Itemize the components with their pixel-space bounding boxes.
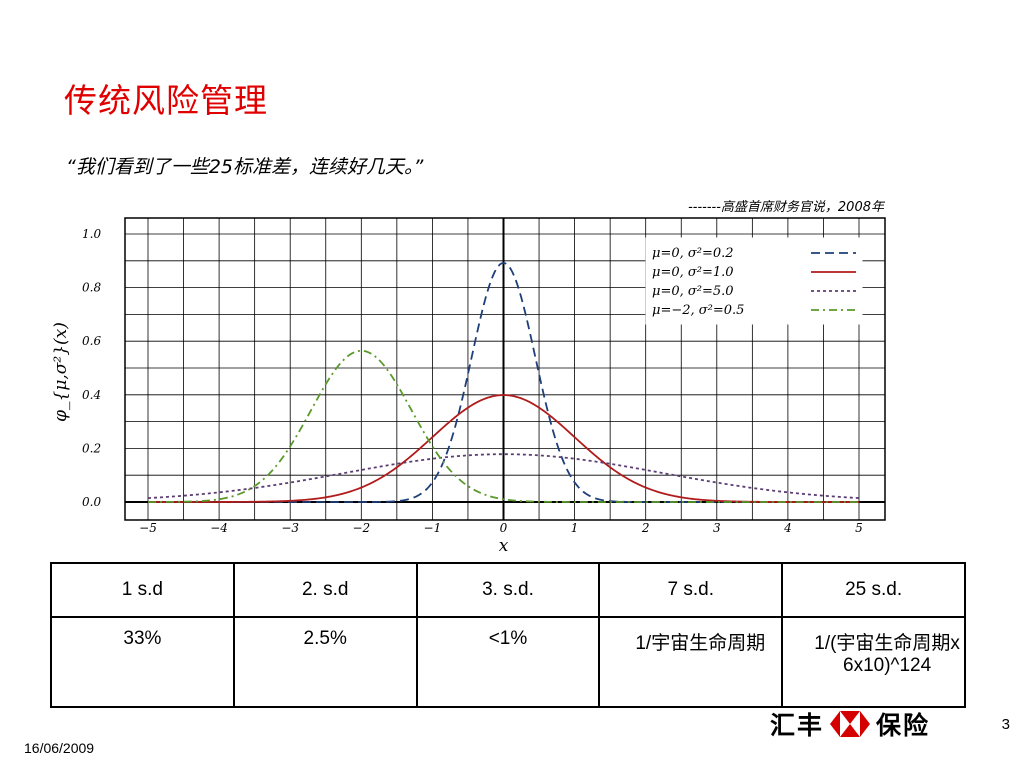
y-tick-label: 0.4 xyxy=(82,388,101,402)
x-tick-label: −3 xyxy=(281,521,299,535)
series-line xyxy=(148,349,859,503)
table-header-row: 1 s.d 2. s.d 3. s.d. 7 s.d. 25 s.d. xyxy=(50,562,966,618)
table-row: 33% 2.5% <1% 1/宇宙生命周期 1/(宇宙生命周期x 6x10)^1… xyxy=(50,616,966,708)
hsbc-insurance-logo: 汇丰 保险 xyxy=(770,706,930,742)
y-axis-label: φ_{μ,σ²}(x) xyxy=(51,322,71,422)
x-tick-label: 3 xyxy=(713,521,721,535)
x-tick-label: −1 xyxy=(424,521,442,535)
slide-title: 传统风险管理 xyxy=(64,81,268,120)
x-axis-label: x xyxy=(499,536,509,556)
slide-date: 16/06/2009 xyxy=(24,740,95,756)
x-tick-label: −4 xyxy=(210,521,228,535)
table-header-cell: 3. s.d. xyxy=(415,562,601,618)
table-cell: <1% xyxy=(415,616,601,708)
x-tick-label: −5 xyxy=(139,521,157,535)
table-cell: 33% xyxy=(50,616,235,708)
sd-probability-table: 1 s.d 2. s.d 3. s.d. 7 s.d. 25 s.d. 33% … xyxy=(50,562,966,708)
x-tick-label: 1 xyxy=(571,521,579,535)
table-header-cell: 7 s.d. xyxy=(598,562,784,618)
quote-attribution: -------高盛首席财务官说，2008年 xyxy=(688,200,884,215)
legend-entry-label: μ=−2, σ²=0.5 xyxy=(652,303,744,318)
y-tick-label: 1.0 xyxy=(82,227,101,241)
x-tick-label: −2 xyxy=(352,521,370,535)
page-number: 3 xyxy=(1001,716,1010,733)
normal-distribution-chart: −5 −4 −3 −2 −1 0 1 2 3 4 5 0.0 0.2 0.4 0.6 0.8 1.0 x φ_{μ,… xyxy=(51,217,886,556)
logo-left-text: 汇丰 xyxy=(770,711,825,740)
table-header-cell: 25 s.d. xyxy=(781,562,966,618)
x-tick-label: 5 xyxy=(855,521,863,535)
x-tick-label: 0 xyxy=(500,521,508,535)
table-header-cell: 1 s.d xyxy=(50,562,235,618)
table-cell: 2.5% xyxy=(232,616,418,708)
legend-entry-label: μ=0, σ²=1.0 xyxy=(652,265,734,280)
x-tick-label: 2 xyxy=(641,521,650,535)
table-cell: 1/(宇宙生命周期x 6x10)^124 xyxy=(781,616,966,708)
legend-entry-label: μ=0, σ²=0.2 xyxy=(652,246,734,261)
x-tick-label: 4 xyxy=(783,521,792,535)
y-tick-label: 0.6 xyxy=(82,334,101,348)
series-line xyxy=(148,394,859,503)
y-tick-label: 0.2 xyxy=(82,441,101,455)
legend-entry-label: μ=0, σ²=5.0 xyxy=(652,284,734,299)
table-cell: 1/宇宙生命周期 xyxy=(598,616,784,708)
quote-text: “我们看到了一些25标准差，连续好几天。” xyxy=(66,156,424,178)
hsbc-hexagon-icon xyxy=(830,711,871,737)
table-header-cell: 2. s.d xyxy=(232,562,418,618)
y-tick-label: 0.0 xyxy=(82,495,101,509)
logo-right-text: 保险 xyxy=(876,711,931,740)
y-tick-label: 0.8 xyxy=(82,281,101,295)
